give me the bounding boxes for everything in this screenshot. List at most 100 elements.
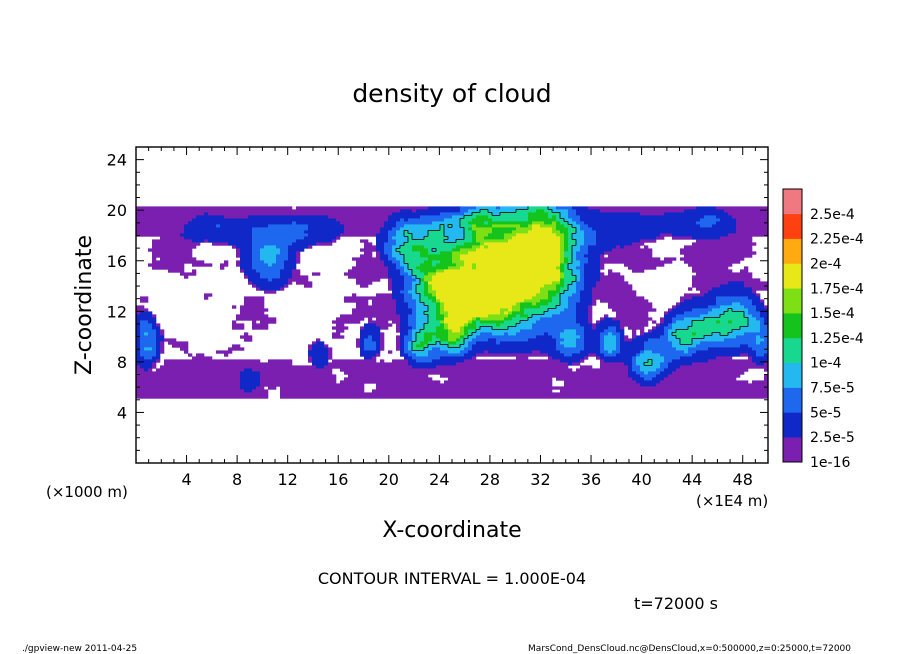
density-cell — [588, 308, 593, 312]
density-cell — [564, 329, 577, 333]
density-cell — [688, 350, 697, 354]
density-cell — [728, 233, 769, 237]
density-cell — [460, 329, 465, 333]
density-cell — [392, 212, 441, 216]
density-cell — [376, 347, 381, 351]
density-cell — [248, 281, 253, 285]
density-cell — [540, 350, 561, 354]
density-cell — [360, 254, 373, 258]
density-cell — [404, 260, 425, 264]
density-cell — [672, 308, 693, 312]
density-cell — [508, 311, 513, 315]
density-cell — [364, 344, 377, 348]
density-cell — [468, 320, 473, 324]
density-cell — [548, 353, 565, 357]
density-cell — [392, 236, 409, 240]
density-cell — [384, 251, 393, 255]
density-cell — [584, 221, 697, 225]
density-cell — [440, 251, 453, 255]
density-cell — [580, 275, 585, 279]
density-cell — [152, 347, 157, 351]
density-cell — [228, 347, 245, 351]
density-cell — [392, 284, 405, 288]
density-cell — [728, 308, 733, 312]
density-cell — [216, 350, 233, 354]
density-cell — [396, 323, 401, 327]
density-cell — [380, 344, 385, 348]
density-cell — [436, 269, 445, 273]
density-cell — [572, 248, 581, 252]
density-cell — [512, 236, 561, 240]
density-cell — [476, 206, 497, 210]
density-cell — [608, 326, 617, 330]
density-cell — [640, 365, 661, 369]
density-cell — [628, 371, 637, 375]
density-cell — [676, 368, 749, 372]
density-cell — [280, 269, 293, 273]
density-cell — [444, 302, 517, 306]
density-cell — [740, 302, 753, 306]
density-cell — [560, 311, 577, 315]
density-cell — [672, 371, 745, 375]
density-cell — [240, 260, 253, 264]
density-cell — [640, 374, 657, 378]
density-cell — [184, 227, 253, 231]
density-cell — [232, 305, 237, 309]
density-cell — [416, 338, 425, 342]
density-cell — [180, 272, 197, 276]
density-cell — [136, 383, 241, 387]
density-cell — [520, 224, 529, 228]
density-cell — [516, 302, 521, 306]
colorbar-swatch — [783, 288, 802, 314]
density-cell — [708, 290, 753, 294]
density-cell — [556, 218, 565, 222]
density-cell — [488, 221, 533, 225]
density-cell — [416, 320, 429, 324]
density-cell — [680, 365, 769, 369]
density-cell — [276, 254, 289, 258]
density-cell — [736, 335, 757, 339]
density-cell — [620, 335, 625, 339]
density-cell — [604, 347, 617, 351]
density-cell — [388, 266, 397, 270]
density-cell — [428, 257, 453, 261]
density-cell — [456, 245, 473, 249]
density-cell — [476, 248, 561, 252]
density-cell — [756, 350, 769, 354]
density-cell — [452, 248, 461, 252]
footer-left: ./gpview-new 2011-04-25 — [22, 644, 137, 654]
density-cell — [576, 290, 581, 294]
density-cell — [560, 212, 569, 216]
density-cell — [240, 374, 261, 378]
density-cell — [752, 356, 769, 360]
density-cell — [616, 314, 649, 318]
density-cell — [568, 257, 573, 261]
density-cell — [588, 260, 601, 264]
density-cell — [628, 365, 633, 369]
density-cell — [284, 263, 297, 267]
density-cell — [424, 278, 433, 282]
density-cell — [540, 287, 557, 291]
density-cell — [540, 305, 557, 309]
density-cell — [368, 335, 373, 339]
density-cell — [404, 350, 413, 354]
density-cell — [764, 362, 769, 366]
density-cell — [572, 218, 581, 222]
density-cell — [664, 332, 669, 336]
density-cell — [528, 212, 549, 216]
density-cell — [152, 266, 185, 270]
density-cell — [428, 296, 437, 300]
density-cell — [248, 215, 329, 219]
density-cell — [748, 308, 757, 312]
density-cell — [560, 245, 565, 249]
density-cell — [416, 266, 449, 270]
density-cell — [620, 323, 649, 327]
density-cell — [416, 326, 425, 330]
density-cell — [280, 272, 293, 276]
density-cell — [520, 320, 537, 324]
density-cell — [636, 380, 661, 384]
density-cell — [424, 311, 437, 315]
density-cell — [164, 359, 261, 363]
density-cell — [736, 230, 769, 234]
density-cell — [492, 212, 501, 216]
